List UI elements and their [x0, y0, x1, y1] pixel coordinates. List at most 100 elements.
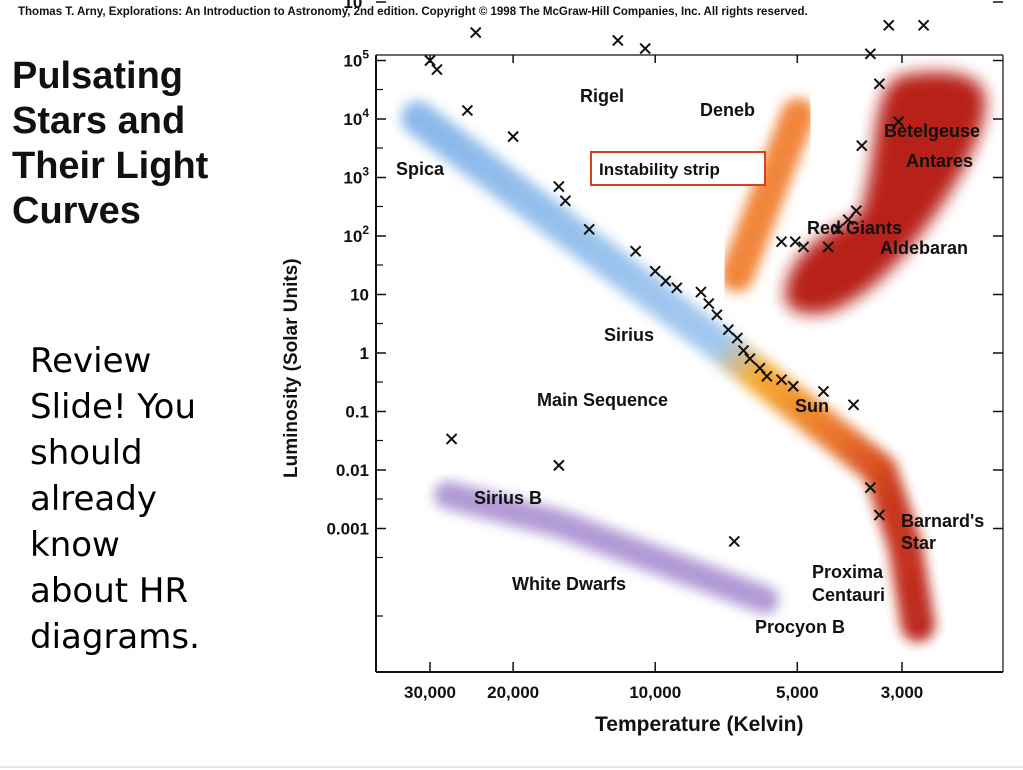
- star-marker: [507, 130, 519, 143]
- star-marker: [612, 34, 624, 47]
- y-tick-label: 103: [343, 165, 369, 188]
- star-marker: [847, 399, 860, 411]
- star-marker: [695, 286, 707, 298]
- regions: [401, 71, 986, 642]
- x-tick-label: 5,000: [776, 683, 819, 702]
- slide-title-line: Their Light: [12, 145, 209, 187]
- slide-title-line: Pulsating: [12, 55, 184, 97]
- y-tick-label: 1: [360, 344, 369, 363]
- star-marker: [917, 19, 930, 31]
- instability-strip-box: [590, 151, 766, 186]
- y-tick-label: 0.01: [336, 461, 369, 480]
- star-marker: [744, 352, 756, 365]
- star-label: Spica: [396, 159, 445, 179]
- region-label: Red Giants: [807, 218, 902, 238]
- star-marker: [553, 180, 565, 193]
- slide-title-line: Curves: [12, 190, 141, 232]
- star-marker: [761, 370, 773, 382]
- review-note-line: should: [30, 433, 143, 473]
- x-tick-label: 30,000: [404, 683, 456, 702]
- star-label: Deneb: [700, 100, 755, 120]
- x-tick-label: 20,000: [487, 683, 539, 702]
- y-tick-label: 106: [343, 0, 369, 12]
- review-note-line: Review: [30, 341, 152, 381]
- star-marker: [787, 380, 799, 392]
- star-marker: [671, 282, 683, 294]
- y-tick-label: 10: [350, 286, 369, 305]
- star-marker: [873, 78, 886, 90]
- star-marker: [722, 324, 735, 336]
- review-note-line: about HR: [30, 571, 189, 611]
- y-tick-label: 102: [343, 223, 369, 246]
- star-label: Proxima Centauri: [812, 562, 888, 605]
- star-label: Sun: [795, 396, 829, 416]
- star-marker: [711, 309, 723, 321]
- instability-strip-label: Instability strip: [599, 160, 720, 179]
- star-marker: [832, 223, 844, 236]
- star-marker: [775, 373, 788, 386]
- star-marker: [583, 223, 595, 236]
- white-dwarf-band: [434, 481, 779, 614]
- y-tick-label: 104: [343, 106, 369, 129]
- star-marker: [737, 344, 750, 357]
- star-marker: [703, 297, 715, 310]
- star-marker: [775, 235, 788, 248]
- region-label: Main Sequence: [537, 390, 668, 410]
- y-tick-label: 105: [343, 48, 369, 71]
- star-marker: [883, 19, 895, 31]
- star-marker: [864, 48, 877, 60]
- star-marker: [850, 205, 862, 217]
- star-label: Sirius B: [474, 488, 542, 508]
- star-marker: [856, 139, 868, 152]
- star-marker: [797, 241, 810, 253]
- x-axis-title: Temperature (Kelvin): [595, 713, 804, 736]
- star-marker: [731, 332, 744, 344]
- star-marker: [660, 275, 672, 287]
- instability-strip-band: [720, 98, 815, 292]
- review-note-line: know: [30, 525, 120, 565]
- star-label: Sirius: [604, 325, 654, 345]
- star-marker: [431, 63, 443, 76]
- star-marker: [559, 195, 572, 207]
- star-label: Betelgeuse: [884, 121, 980, 141]
- star-markers: [424, 19, 930, 548]
- review-note-line: Slide! You: [30, 387, 197, 427]
- star-marker: [789, 235, 801, 248]
- star-marker: [873, 509, 886, 521]
- y-axis-title: Luminosity (Solar Units): [281, 258, 302, 478]
- slide-title-line: Stars and: [12, 100, 186, 142]
- bottom-rule: [0, 766, 1023, 768]
- review-note-line: diagrams.: [30, 617, 200, 657]
- star-label: Antares: [906, 151, 973, 171]
- star-label: Aldebaran: [880, 238, 968, 258]
- x-tick-label: 10,000: [629, 683, 681, 702]
- y-tick-label: 0.001: [326, 520, 369, 539]
- y-tick-label: 0.1: [345, 403, 369, 422]
- star-label: Procyon B: [755, 617, 845, 637]
- star-marker: [842, 213, 854, 226]
- copyright-notice: Thomas T. Arny, Explorations: An Introdu…: [18, 6, 808, 18]
- main-sequence-band: [401, 101, 935, 642]
- review-note: Review Slide! You should already know ab…: [30, 338, 200, 660]
- star-marker: [892, 115, 905, 128]
- star-marker: [817, 385, 830, 398]
- star-marker: [649, 265, 661, 277]
- star-marker: [445, 433, 458, 445]
- star-marker: [470, 26, 482, 39]
- star-marker: [639, 42, 651, 55]
- star-marker: [822, 241, 834, 253]
- review-note-line: already: [30, 479, 157, 519]
- star-marker: [864, 481, 877, 494]
- star-marker: [728, 535, 740, 548]
- axes: 1061051041031021010.10.010.001 30,00020,…: [326, 0, 1004, 702]
- region-label: White Dwarfs: [512, 574, 626, 594]
- star-marker: [629, 245, 642, 257]
- star-marker: [424, 54, 436, 67]
- x-tick-label: 3,000: [881, 683, 924, 702]
- slide-title: Pulsating Stars and Their Light Curves: [12, 54, 208, 234]
- star-marker: [461, 104, 474, 117]
- red-giant-region: [784, 71, 986, 314]
- star-label: Barnard's Star: [901, 511, 989, 553]
- star-marker: [553, 459, 565, 472]
